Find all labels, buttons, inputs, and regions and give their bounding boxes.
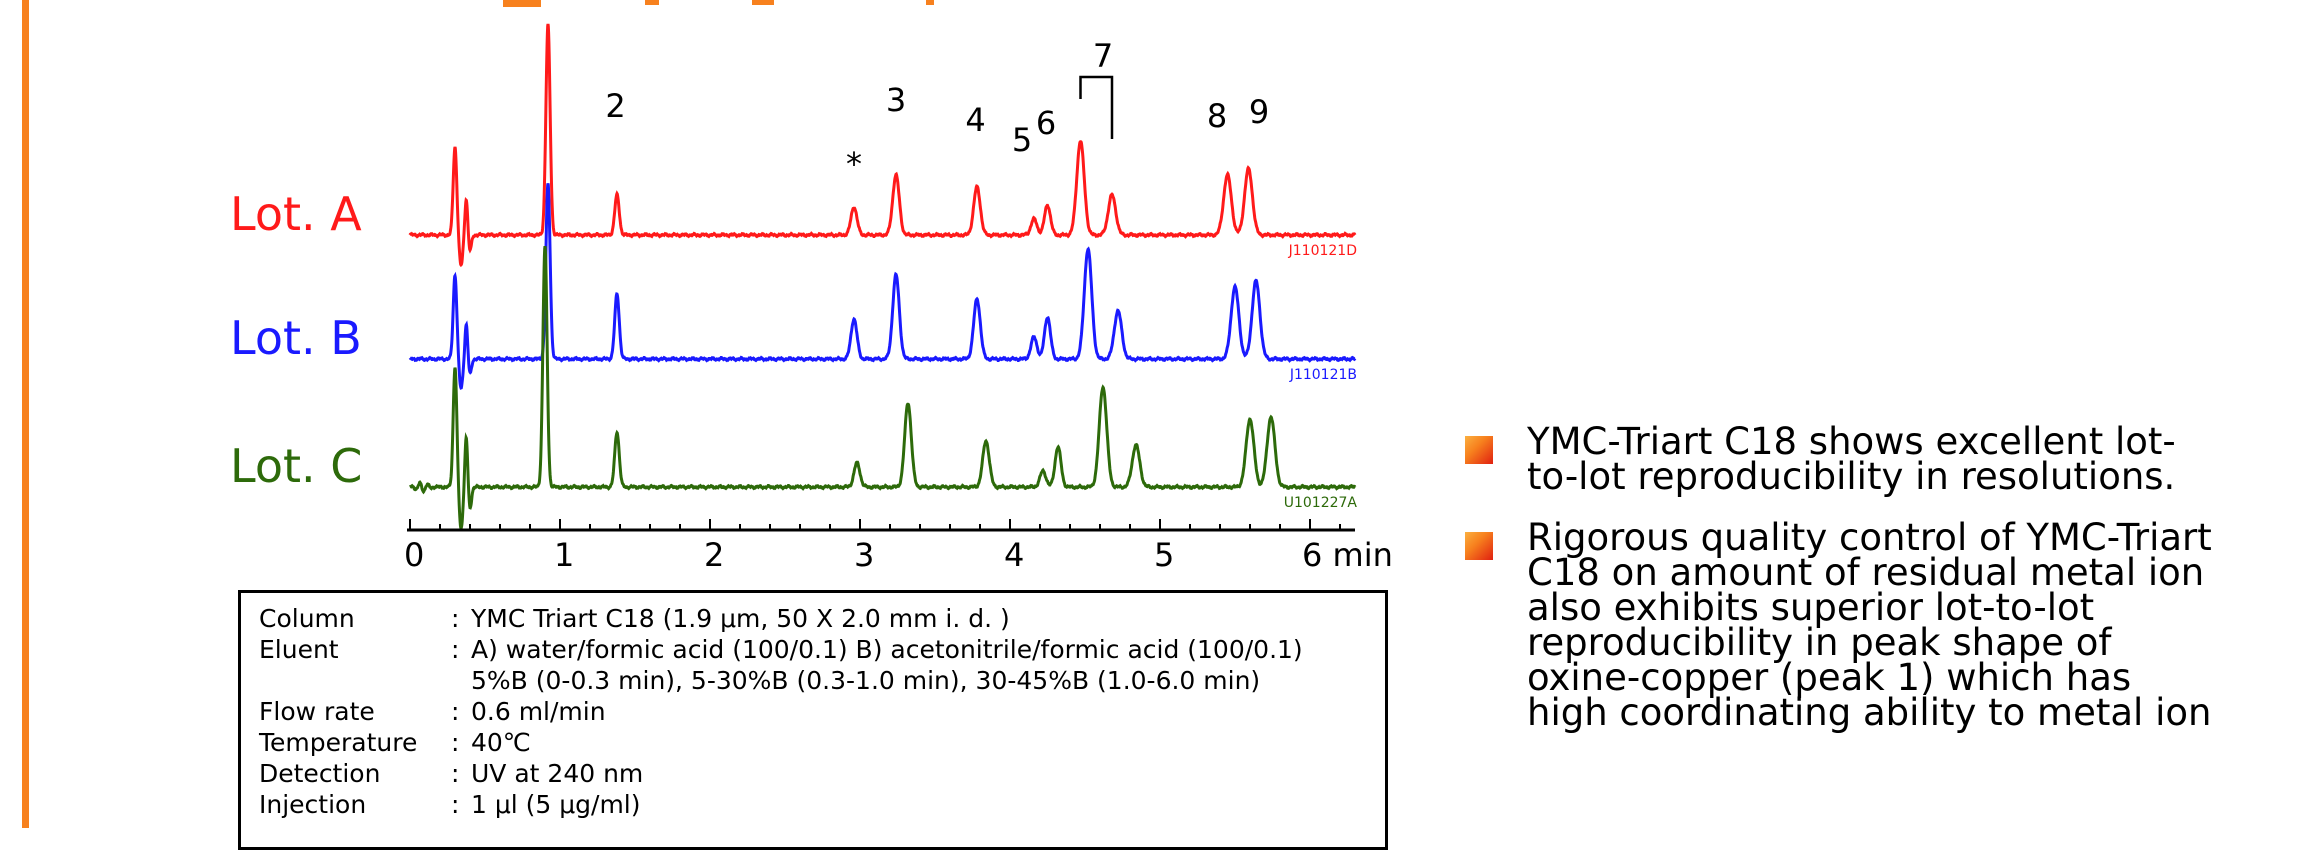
condition-label: Injection	[259, 790, 367, 819]
condition-value: 5%B (0-0.3 min), 5-30%B (0.3-1.0 min), 3…	[471, 666, 1261, 695]
peak-label: 3	[886, 81, 906, 119]
condition-row: Flow rate:0.6 ml/min	[259, 696, 1367, 727]
x-tick-label: 1	[554, 536, 574, 574]
notes-panel: YMC-Triart C18 shows excellent lot-to-lo…	[1465, 420, 2321, 756]
lot-code-1: J110121D	[1288, 243, 1357, 259]
condition-value: UV at 240 nm	[471, 759, 644, 788]
condition-row: Temperature:40℃	[259, 727, 1367, 758]
bullet-square-icon	[1465, 532, 1493, 560]
note-item: YMC-Triart C18 shows excellent lot-to-lo…	[1465, 420, 2321, 498]
lot-label-3: Lot. C	[230, 439, 362, 493]
condition-value: A) water/formic acid (100/0.1) B) aceton…	[471, 635, 1303, 664]
peak-label: 9	[1249, 93, 1269, 131]
note-line: YMC-Triart C18 shows excellent lot-	[1527, 420, 2176, 463]
traces-group: Lot. A J110121D Lot. B J110121B Lot. C U10122…	[230, 23, 1358, 532]
x-tick-label: 5	[1154, 536, 1174, 574]
note-line: reproducibility in peak shape of	[1527, 621, 2112, 664]
lot-code-2: J110121B	[1289, 367, 1357, 383]
lot-label-2: Lot. B	[230, 311, 362, 365]
peak-label: 8	[1207, 97, 1227, 135]
bullet-square-icon	[1465, 436, 1493, 464]
accent-bar	[22, 0, 29, 828]
condition-label: Detection	[259, 759, 381, 788]
condition-separator: :	[451, 728, 460, 757]
title-fragment	[503, 0, 541, 7]
note-line: high coordinating ability to metal ion	[1527, 691, 2212, 734]
x-tick-label: 4	[1004, 536, 1024, 574]
conditions-box: Column: YMC Triart C18 (1.9 μm, 50 X 2.0 …	[238, 590, 1388, 850]
title-fragment	[645, 0, 659, 5]
condition-separator: :	[451, 697, 460, 726]
condition-label: Column	[259, 604, 355, 633]
x-tick-label: 6 min	[1302, 536, 1393, 574]
x-tick-label: 3	[854, 536, 874, 574]
condition-row: Column: YMC Triart C18 (1.9 μm, 50 X 2.0 …	[259, 603, 1367, 634]
condition-value: 1 μl (5 μg/ml)	[471, 790, 641, 819]
condition-row: Detection: UV at 240 nm	[259, 758, 1367, 789]
peak-label: 7	[1093, 37, 1113, 75]
condition-separator: :	[451, 635, 460, 664]
peak-7-bracket	[1079, 75, 1114, 139]
x-axis: 0 1 2 3 4 5 6 min	[404, 519, 1393, 574]
condition-value: 0.6 ml/min	[471, 697, 606, 726]
peak-label: 2	[605, 87, 625, 125]
x-tick-label: 2	[704, 536, 724, 574]
condition-label: Flow rate	[259, 697, 375, 726]
peak-label: 4	[965, 101, 985, 139]
note-item: Rigorous quality control of YMC-Triart C1…	[1465, 516, 2321, 734]
note-line: also exhibits superior lot-to-lot	[1527, 586, 2095, 629]
lot-label-1: Lot. A	[230, 187, 362, 241]
note-line: to-lot reproducibility in resolutions.	[1527, 455, 2176, 498]
note-line: C18 on amount of residual metal ion	[1527, 551, 2205, 594]
note-line: Rigorous quality control of YMC-Triart	[1527, 516, 2212, 559]
title-fragment	[752, 0, 774, 5]
condition-label: Temperature	[259, 728, 418, 757]
trace-3	[408, 246, 1357, 532]
condition-row: Eluent: A) water/formic acid (100/0.1) B)…	[259, 634, 1367, 696]
condition-value: 40℃	[471, 728, 531, 757]
condition-row: Injection:1 μl (5 μg/ml)	[259, 789, 1367, 820]
x-tick-label: 0	[404, 536, 424, 574]
condition-separator: :	[451, 759, 460, 788]
trace-2	[408, 183, 1357, 390]
peak-label: 6	[1036, 104, 1056, 142]
condition-label: Eluent	[259, 635, 339, 664]
chromatogram-chart: Lot. A J110121D Lot. B J110121B Lot. C U10122…	[230, 23, 1393, 574]
condition-value: YMC Triart C18 (1.9 μm, 50 X 2.0 mm i. d…	[471, 604, 1010, 633]
title-fragment	[926, 0, 934, 5]
lot-code-3: U101227A	[1284, 495, 1358, 511]
condition-separator: :	[451, 790, 460, 819]
peak-label: *	[846, 145, 862, 183]
trace-1	[408, 23, 1357, 268]
note-line: oxine-copper (peak 1) which has	[1527, 656, 2132, 699]
peak-label: 5	[1012, 121, 1032, 159]
condition-separator: :	[451, 604, 460, 633]
